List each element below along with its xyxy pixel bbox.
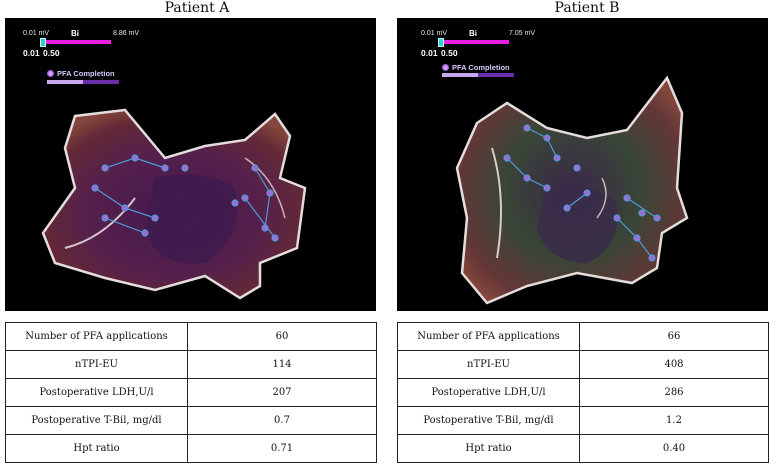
row-value: 1.2: [579, 406, 769, 435]
patient-b-voltage-map: 0.01 mV Bi 7.05 mV 0.01 0.50 PFA Complet…: [397, 18, 768, 311]
pfa-completion-fill: [47, 80, 83, 84]
pfa-completion-icon: [442, 64, 449, 71]
voltage-scale-handle[interactable]: [40, 38, 46, 47]
voltage-scale-bar[interactable]: [439, 40, 509, 44]
table-row: Postoperative T-Bil, mg/dl 1.2: [397, 406, 769, 435]
row-label: Postoperative LDH,U/l: [5, 378, 188, 407]
row-label: nTPI-EU: [397, 350, 580, 379]
patient-b-atrium-render: [455, 75, 689, 305]
patient-a-table: Number of PFA applications 60 nTPI-EU 114 …: [5, 322, 377, 463]
scale-mode-label: Bi: [469, 29, 477, 38]
scale-high-value: 0.50: [441, 48, 458, 58]
pfa-completion-bar: [47, 80, 119, 84]
row-value: 0.7: [187, 406, 377, 435]
row-value: 66: [579, 322, 769, 351]
scale-max-label: 8.86 mV: [113, 30, 140, 37]
table-row: Postoperative LDH,U/l 207: [5, 378, 377, 407]
scale-low-value: 0.01: [421, 48, 438, 58]
row-label: nTPI-EU: [5, 350, 188, 379]
table-row: nTPI-EU 114: [5, 350, 377, 379]
row-label: Postoperative LDH,U/l: [397, 378, 580, 407]
row-value: 114: [187, 350, 377, 379]
row-value: 0.71: [187, 434, 377, 463]
pfa-completion-bar: [442, 73, 514, 77]
table-row: Hpt ratio 0.71: [5, 434, 377, 463]
table-row: Number of PFA applications 60: [5, 322, 377, 351]
row-label: Postoperative T-Bil, mg/dl: [397, 406, 580, 435]
patient-b-title: Patient B: [554, 0, 620, 16]
row-value: 60: [187, 322, 377, 351]
pfa-completion-label: PFA Completion: [57, 69, 115, 78]
pfa-completion-icon: [47, 70, 54, 77]
pfa-completion-fill: [442, 73, 478, 77]
pfa-completion-label: PFA Completion: [452, 63, 510, 72]
row-label: Hpt ratio: [5, 434, 188, 463]
row-label: Number of PFA applications: [5, 322, 188, 351]
table-row: Hpt ratio 0.40: [397, 434, 769, 463]
row-label: Number of PFA applications: [397, 322, 580, 351]
row-value: 286: [579, 378, 769, 407]
patient-a-atrium-render: [41, 108, 307, 300]
voltage-scale-handle[interactable]: [438, 38, 444, 47]
table-row: Postoperative T-Bil, mg/dl 0.7: [5, 406, 377, 435]
scale-max-label: 7.05 mV: [509, 30, 536, 37]
scale-high-value: 0.50: [43, 48, 60, 58]
table-row: Number of PFA applications 66: [397, 322, 769, 351]
patient-b-table: Number of PFA applications 66 nTPI-EU 408 …: [397, 322, 769, 463]
scale-mode-label: Bi: [71, 29, 79, 38]
patient-a-title: Patient A: [164, 0, 230, 16]
scale-min-label: 0.01 mV: [421, 30, 448, 37]
table-row: Postoperative LDH,U/l 286: [397, 378, 769, 407]
patient-a-voltage-map: 0.01 mV Bi 8.86 mV 0.01 0.50 PFA Complet…: [5, 18, 376, 311]
scale-low-value: 0.01: [23, 48, 40, 58]
row-label: Postoperative T-Bil, mg/dl: [5, 406, 188, 435]
voltage-scale-bar[interactable]: [41, 40, 111, 44]
scale-min-label: 0.01 mV: [23, 30, 50, 37]
table-row: nTPI-EU 408: [397, 350, 769, 379]
row-value: 408: [579, 350, 769, 379]
row-value: 0.40: [579, 434, 769, 463]
row-value: 207: [187, 378, 377, 407]
row-label: Hpt ratio: [397, 434, 580, 463]
